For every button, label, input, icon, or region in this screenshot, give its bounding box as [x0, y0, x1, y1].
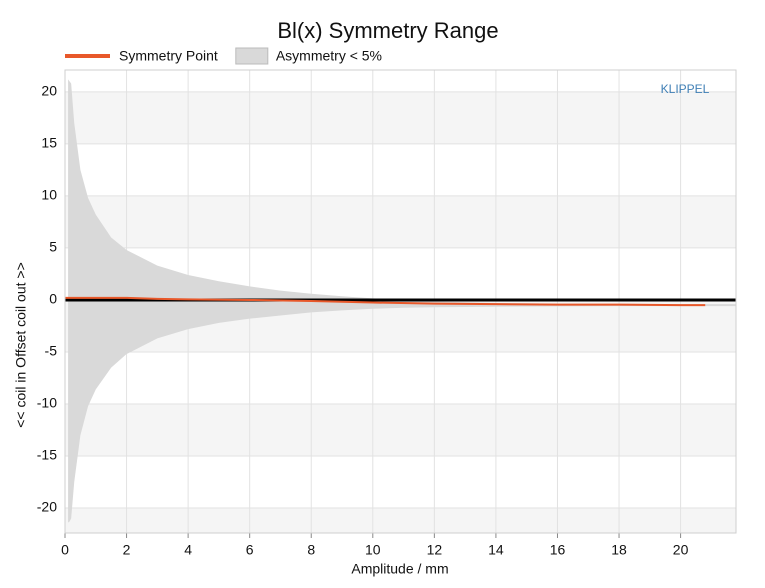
y-tick-label: -15 — [37, 447, 57, 463]
y-tick-label: -5 — [45, 343, 58, 359]
grid-stripe — [65, 143, 736, 196]
y-tick-label: 20 — [41, 83, 57, 99]
x-tick-label: 20 — [673, 542, 689, 558]
legend-swatch — [235, 47, 269, 65]
x-tick-label: 10 — [365, 542, 381, 558]
legend-label: Asymmetry < 5% — [276, 48, 382, 64]
y-tick-label: 15 — [41, 135, 57, 151]
x-tick-label: 16 — [550, 542, 566, 558]
symmetry-line — [65, 296, 706, 307]
plot-frame — [64, 69, 737, 534]
y-tick-label: 10 — [41, 187, 57, 203]
y-tick-label: -10 — [37, 395, 57, 411]
y-tick-label: -20 — [37, 499, 57, 515]
legend-label: Symmetry Point — [119, 48, 218, 64]
grid-stripe — [65, 456, 736, 509]
y-axis-label: << coil in Offset coil out >> — [13, 262, 29, 428]
y-tick-label: 0 — [49, 291, 57, 307]
x-tick-label: 18 — [611, 542, 627, 558]
grid-stripe — [65, 351, 736, 404]
y-tick-label: 5 — [49, 239, 57, 255]
x-axis-label: Amplitude / mm — [351, 561, 448, 577]
x-tick-label: 12 — [427, 542, 443, 558]
grid-stripe — [65, 70, 736, 92]
x-tick-label: 2 — [123, 542, 131, 558]
x-tick-label: 6 — [246, 542, 254, 558]
x-tick-label: 8 — [307, 542, 315, 558]
chart-title: Bl(x) Symmetry Range — [277, 18, 498, 43]
x-tick-label: 0 — [61, 542, 69, 558]
x-tick-label: 4 — [184, 542, 192, 558]
x-tick-label: 14 — [488, 542, 504, 558]
annotation: KLIPPEL — [661, 82, 710, 96]
